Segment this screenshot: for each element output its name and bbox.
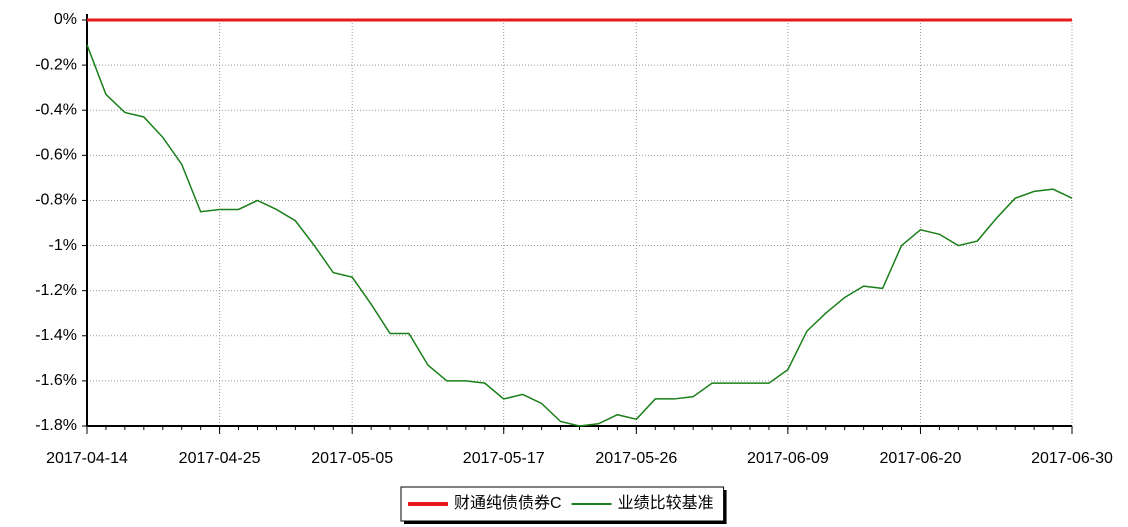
legend-label: 业绩比较基准 [618,494,714,512]
y-tick-label: -0.6% [35,147,77,164]
y-tick-label: -1% [49,237,77,254]
x-tick-label: 2017-04-14 [46,450,128,467]
y-tick-label: -0.2% [35,56,77,73]
x-tick-label: 2017-06-30 [1031,450,1113,467]
x-tick-label: 2017-05-26 [595,450,677,467]
x-tick-label: 2017-04-25 [179,450,261,467]
legend-label: 财通纯债债券C [454,494,562,512]
y-tick-label: -0.8% [35,192,77,209]
y-tick-label: -1.8% [35,417,77,434]
y-tick-label: 0% [54,11,77,28]
x-tick-label: 2017-05-05 [311,450,393,467]
y-tick-label: -0.4% [35,101,77,118]
y-tick-label: -1.2% [35,282,77,299]
x-tick-label: 2017-06-09 [747,450,829,467]
y-tick-label: -1.6% [35,372,77,389]
legend-box [400,486,725,522]
series-line [86,44,1073,427]
x-tick-label: 2017-05-17 [463,450,545,467]
y-tick-label: -1.4% [35,327,77,344]
x-tick-label: 2017-06-20 [880,450,962,467]
legend: 财通纯债债券C 业绩比较基准 [400,486,727,524]
